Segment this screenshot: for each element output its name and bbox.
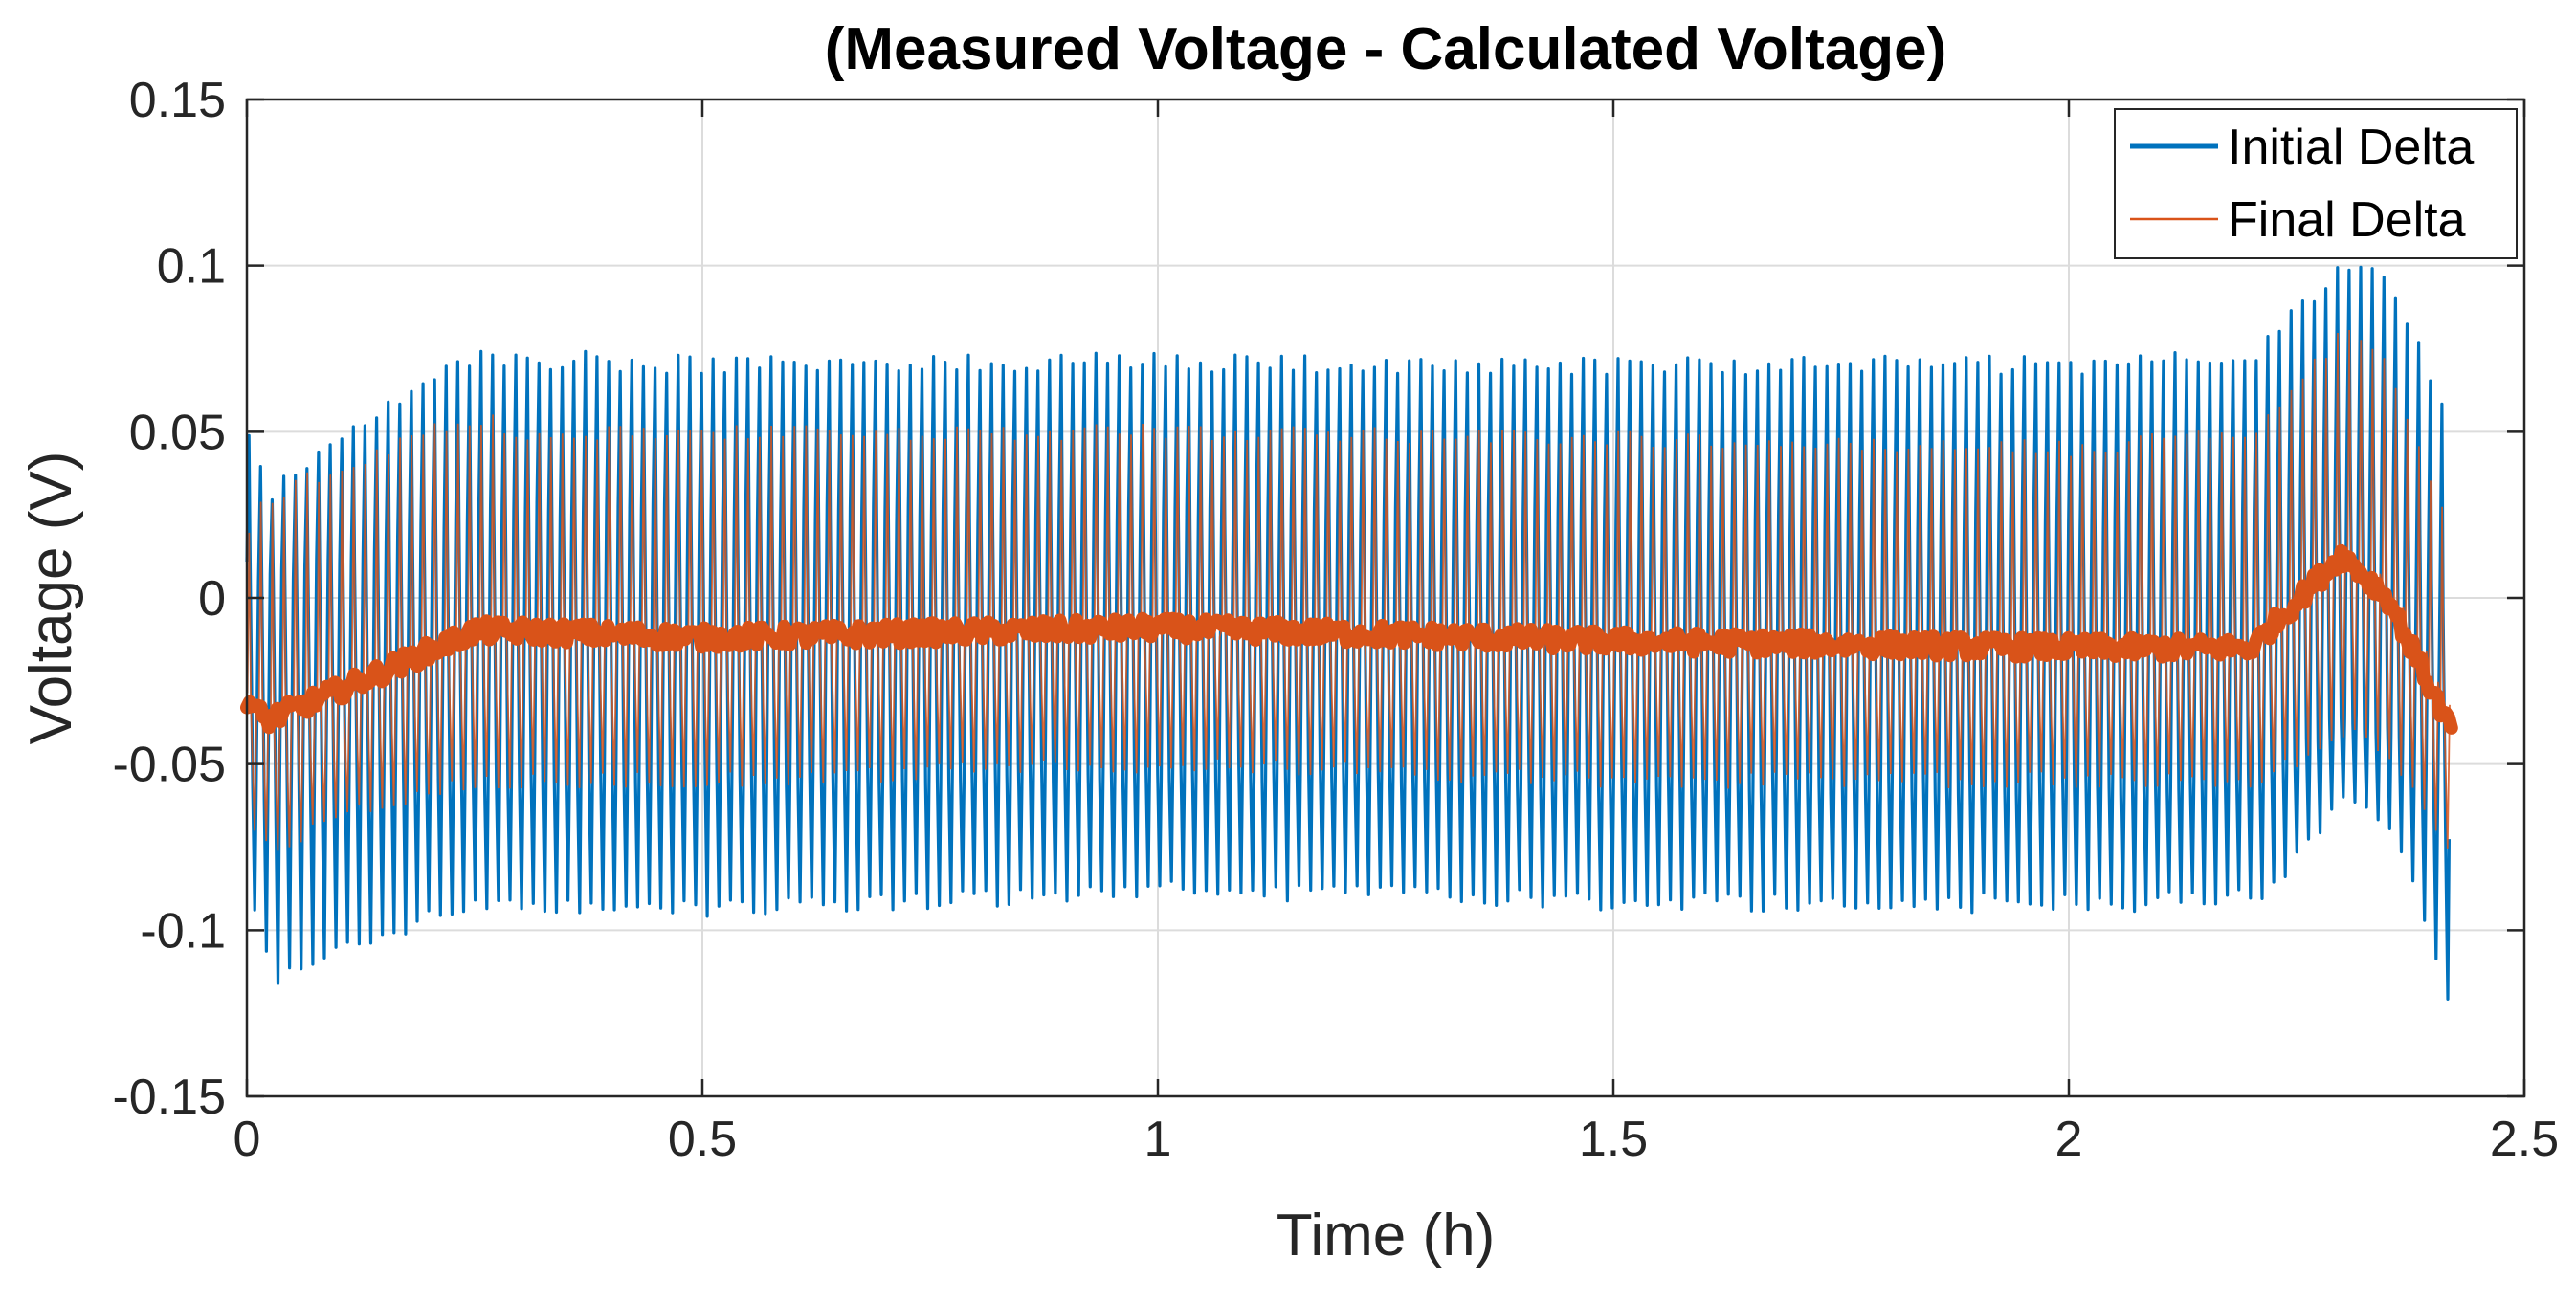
tick-marks: [245, 98, 2526, 1098]
x-tick-label: 0: [233, 1112, 261, 1167]
y-tick-label: 0.1: [157, 239, 226, 295]
y-axis-label: Voltage (V): [18, 452, 84, 745]
x-tick-label: 1: [1144, 1112, 1172, 1167]
legend: Initial Delta Final Delta: [2114, 108, 2518, 259]
series-final-delta: [240, 329, 2458, 851]
y-tick-labels: -0.15 -0.1 -0.05 0 0.05 0.1 0.15: [112, 73, 226, 1125]
x-tick-label: 2.5: [2490, 1112, 2559, 1167]
x-tick-label: 0.5: [668, 1112, 737, 1167]
x-tick-label: 2: [2055, 1112, 2083, 1167]
x-tick-label: 1.5: [1579, 1112, 1648, 1167]
x-tick-labels: 0 0.5 1 1.5 2 2.5: [233, 1112, 2560, 1167]
y-tick-label: 0.05: [129, 405, 226, 460]
chart-title: (Measured Voltage - Calculated Voltage): [825, 16, 1947, 82]
legend-label-initial-delta: Initial Delta: [2228, 120, 2474, 175]
y-tick-label: -0.1: [140, 903, 226, 959]
y-tick-label: -0.05: [112, 738, 226, 793]
final-delta-mean-band: [240, 543, 2458, 735]
y-tick-label: 0.15: [129, 73, 226, 128]
legend-box: [2114, 108, 2518, 259]
y-tick-label: -0.15: [112, 1070, 226, 1125]
y-tick-label: 0: [198, 571, 226, 627]
legend-label-final-delta: Final Delta: [2228, 192, 2466, 248]
x-axis-label: Time (h): [1277, 1203, 1495, 1269]
